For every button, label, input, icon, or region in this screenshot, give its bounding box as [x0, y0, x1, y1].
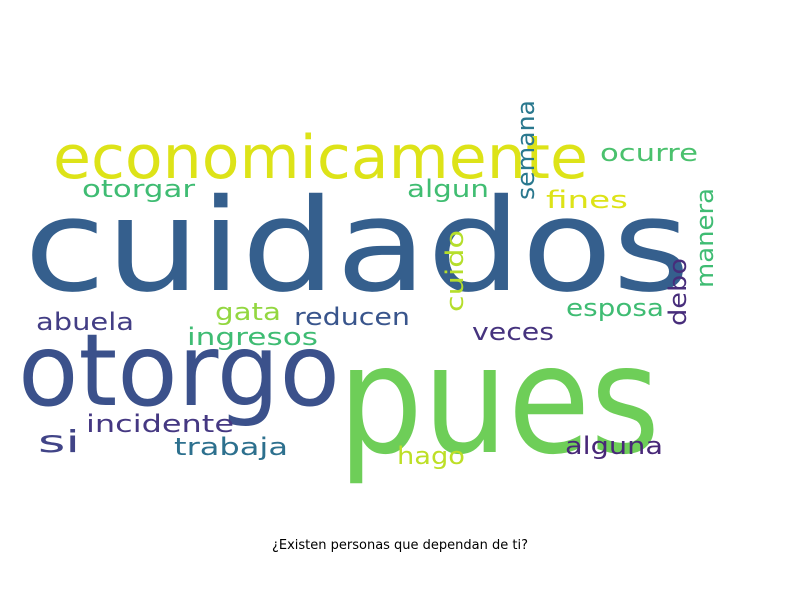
word-manera: manera	[691, 188, 719, 288]
word-incidente: incidente	[86, 410, 234, 438]
word-pues: pues	[338, 314, 660, 488]
word-ocurre: ocurre	[600, 139, 698, 167]
word-esposa: esposa	[566, 294, 664, 322]
word-semana: semana	[512, 100, 540, 200]
word-si: si	[38, 425, 80, 460]
word-cuido: cuido	[441, 230, 469, 312]
word-abuela: abuela	[36, 308, 134, 336]
word-ingresos: ingresos	[187, 323, 318, 351]
word-trabaja: trabaja	[174, 433, 288, 461]
word-alguna: alguna	[565, 432, 663, 460]
word-veces: veces	[472, 318, 554, 346]
word-debo: debo	[664, 258, 692, 326]
word-otorgar: otorgar	[82, 175, 195, 203]
word-hago: hago	[397, 442, 465, 470]
word-algun: algun	[407, 175, 489, 203]
word-fines: fines	[546, 186, 628, 214]
word-cuidados: cuidados	[24, 172, 690, 321]
word-gata: gata	[215, 298, 281, 326]
word-otorgo: otorgo	[18, 312, 340, 429]
word-reducen: reducen	[294, 303, 410, 331]
word-economicamente: economicamente	[53, 123, 588, 193]
chart-title: ¿Existen personas que dependan de ti?	[272, 538, 528, 553]
